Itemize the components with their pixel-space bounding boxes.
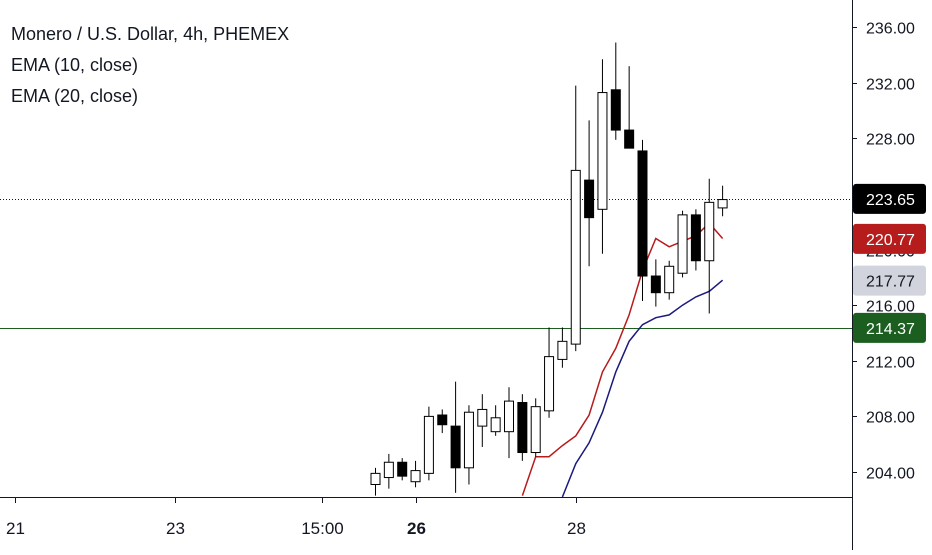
candle-body (450, 425, 461, 469)
chart-legend: Monero / U.S. Dollar, 4h, PHEMEX EMA (10… (11, 19, 289, 112)
candle-body (530, 406, 541, 454)
candle-body (544, 356, 555, 412)
x-tick-label: 26 (407, 519, 426, 538)
candle-body (704, 201, 715, 262)
ema10-legend: EMA (10, close) (11, 55, 139, 75)
candle-body (463, 411, 474, 469)
candle-body (477, 408, 488, 427)
candle-body (677, 214, 688, 274)
ema20-legend: EMA (20, close) (11, 86, 139, 106)
candle-body (570, 169, 581, 345)
chart-title: Monero / U.S. Dollar, 4h, PHEMEX (11, 24, 290, 44)
candle-body (397, 461, 408, 477)
candle-body (517, 401, 528, 454)
candle-body (383, 461, 394, 479)
candle-body (650, 275, 661, 294)
candle-body (370, 472, 381, 485)
price-label-bg (853, 312, 926, 343)
candle-body (423, 415, 434, 474)
candle-body (437, 414, 448, 426)
candle-body (490, 417, 501, 433)
candle-body (504, 400, 514, 433)
y-tick-label: 208.00 (866, 410, 915, 427)
price-label: 220.77 (866, 232, 915, 249)
candle-body (664, 265, 675, 294)
y-tick-label: 228.00 (866, 132, 915, 149)
ema-line (521, 222, 724, 496)
x-tick-label: 21 (6, 519, 25, 538)
candle-body (690, 214, 701, 262)
candle-body (597, 92, 608, 210)
price-label-bg (853, 265, 926, 296)
price-label-bg (853, 223, 926, 254)
candle-body (584, 179, 595, 219)
x-tick-label: 15:00 (301, 519, 344, 538)
ema-line (561, 279, 724, 497)
candle-body (410, 470, 421, 483)
price-label: 223.65 (866, 192, 915, 209)
price-label: 214.37 (866, 321, 915, 338)
candle-body (557, 340, 568, 360)
price-label-bg (853, 183, 926, 214)
candle-body (717, 199, 728, 209)
y-tick-label: 204.00 (866, 466, 915, 483)
price-label: 217.77 (866, 274, 915, 291)
x-tick-label: 28 (567, 519, 586, 538)
y-tick-label: 216.00 (866, 299, 915, 316)
candle-body (610, 89, 621, 131)
y-tick-label: 212.00 (866, 355, 915, 372)
y-tick-label: 232.00 (866, 77, 915, 94)
x-tick-label: 23 (166, 519, 185, 538)
candle-body (637, 150, 648, 277)
y-tick-label: 236.00 (866, 21, 915, 38)
candle-body (624, 129, 635, 149)
